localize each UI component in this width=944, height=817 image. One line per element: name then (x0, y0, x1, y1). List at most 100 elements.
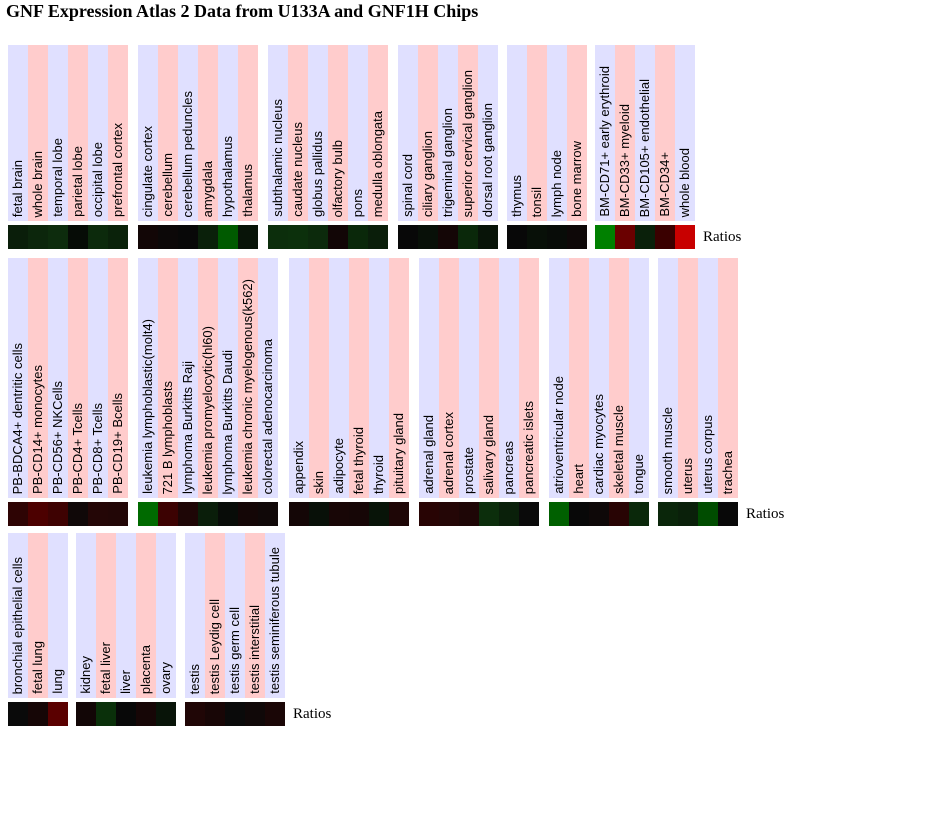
tissue-column: adipocyte (329, 258, 349, 498)
expression-cell (328, 225, 348, 249)
expression-cell (28, 225, 48, 249)
tissue-label: temporal lobe (50, 138, 65, 217)
tissue-label: prefrontal cortex (110, 123, 125, 217)
tissue-column: whole brain (28, 45, 48, 221)
expression-cell (28, 502, 48, 526)
tissue-label: salivary gland (481, 414, 496, 495)
expression-cell (389, 502, 409, 526)
expression-cell (499, 502, 519, 526)
tissue-label: lymphoma Burkitts Raji (180, 361, 195, 494)
tissue-label: heart (571, 464, 586, 494)
expression-cell (569, 502, 589, 526)
expression-cell (136, 702, 156, 726)
tissue-group: leukemia lymphoblastic(molt4) 721 B lymph… (138, 258, 278, 526)
tissue-column: adrenal cortex (439, 258, 459, 498)
expression-cell (329, 502, 349, 526)
expression-cell (268, 225, 288, 249)
tissue-label: cerebellum peduncles (180, 90, 195, 217)
tissue-column: uterus corpus (698, 258, 718, 498)
expression-cell (419, 502, 439, 526)
tissue-label: pancreatic islets (521, 400, 536, 494)
expression-cell (308, 225, 328, 249)
expression-cell (238, 225, 258, 249)
tissue-column: skin (309, 258, 329, 498)
tissue-label: placenta (138, 644, 153, 694)
tissue-label: BM-CD34+ (657, 152, 672, 217)
expression-cell (76, 702, 96, 726)
tissue-column: prostate (459, 258, 479, 498)
tissue-label: thalamus (240, 164, 255, 217)
tissue-column: testis germ cell (225, 533, 245, 698)
expression-cell (479, 502, 499, 526)
tissue-column: 721 B lymphoblasts (158, 258, 178, 498)
expression-cell (458, 225, 478, 249)
expression-cell (88, 225, 108, 249)
expression-cell (368, 225, 388, 249)
tissue-label: PB-CD14+ monocytes (30, 365, 45, 494)
expression-cell (289, 502, 309, 526)
expression-cell (478, 225, 498, 249)
tissue-label: fetal liver (98, 641, 113, 694)
tissue-column: cerebellum peduncles (178, 45, 198, 221)
tissue-column: pancreatic islets (519, 258, 539, 498)
expression-cell (138, 225, 158, 249)
tissue-column: BM-CD105+ endothelial (635, 45, 655, 221)
tissue-label: lung (50, 669, 65, 694)
tissue-column: PB-CD56+ NKCells (48, 258, 68, 498)
tissue-column: superior cervical ganglion (458, 45, 478, 221)
tissue-column: globus pallidus (308, 45, 328, 221)
tissue-label: medulla oblongata (370, 110, 385, 217)
expression-cell (68, 225, 88, 249)
expression-cell (225, 702, 245, 726)
tissue-column: fetal brain (8, 45, 28, 221)
tissue-column: lymphoma Burkitts Daudi (218, 258, 238, 498)
tissue-column: caudate nucleus (288, 45, 308, 221)
tissue-label: whole blood (677, 147, 692, 217)
tissue-label: ovary (158, 662, 173, 694)
tissue-column: trachea (718, 258, 738, 498)
tissue-label: PB-CD56+ NKCells (50, 380, 65, 494)
tissue-label: parietal lobe (70, 146, 85, 217)
tissue-label: PB-CD4+ Tcells (70, 402, 85, 494)
expression-cell (265, 702, 285, 726)
tissue-label: occipital lobe (90, 141, 105, 217)
expression-cell (198, 225, 218, 249)
tissue-column: fetal lung (28, 533, 48, 698)
tissue-column: uterus (678, 258, 698, 498)
tissue-column: trigeminal ganglion (438, 45, 458, 221)
expression-cell (309, 502, 329, 526)
tissue-column: BM-CD71+ early erythroid (595, 45, 615, 221)
tissue-column: testis seminiferous tubule (265, 533, 285, 698)
tissue-label: appendix (291, 441, 306, 494)
expression-cell (519, 502, 539, 526)
tissue-column: medulla oblongata (368, 45, 388, 221)
expression-cell (8, 225, 28, 249)
expression-cell (595, 225, 615, 249)
expression-cell (156, 702, 176, 726)
tissue-column: PB-CD14+ monocytes (28, 258, 48, 498)
tissue-column: leukemia chronic myelogenous(k562) (238, 258, 258, 498)
expression-cell (459, 502, 479, 526)
tissue-label: lymph node (549, 149, 564, 217)
expression-cell (185, 702, 205, 726)
tissue-label: adrenal gland (421, 415, 436, 494)
expression-cell (245, 702, 265, 726)
expression-cell (8, 702, 28, 726)
expression-cell (88, 502, 108, 526)
tissue-column: PB-CD19+ Bcells (108, 258, 128, 498)
tissue-column: pons (348, 45, 368, 221)
tissue-group: adrenal gland adrenal cortex prostate saliv… (419, 258, 539, 526)
expression-cell (718, 502, 738, 526)
tissue-column: leukemia lymphoblastic(molt4) (138, 258, 158, 498)
expression-cell (418, 225, 438, 249)
tissue-column: PB-BDCA4+ dentritic cells (8, 258, 28, 498)
tissue-column: placenta (136, 533, 156, 698)
tissue-label: cingulate cortex (140, 125, 155, 217)
tissue-column: liver (116, 533, 136, 698)
tissue-label: testis germ cell (227, 607, 242, 694)
tissue-group: fetal brain whole brain temporal lobe parie… (8, 45, 128, 249)
tissue-group: atrioventricular node heart cardiac myocyt… (549, 258, 649, 526)
expression-cell (549, 502, 569, 526)
tissue-column: hypothalamus (218, 45, 238, 221)
expression-cell (158, 502, 178, 526)
